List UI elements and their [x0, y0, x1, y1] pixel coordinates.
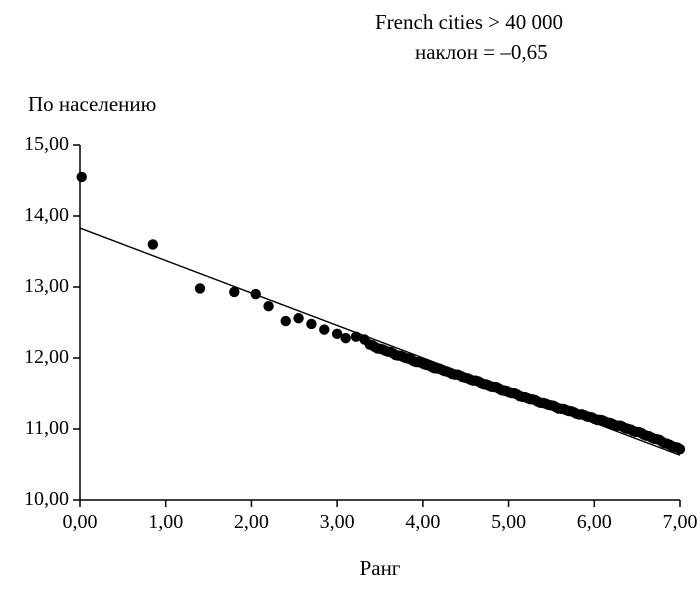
x-tick-label: 0,00	[55, 511, 105, 534]
data-point	[306, 319, 316, 329]
x-tick-label: 6,00	[569, 511, 619, 534]
y-tick-label: 11,00	[25, 417, 69, 440]
data-point	[77, 172, 87, 182]
data-point	[229, 287, 239, 297]
y-tick-label: 12,00	[24, 346, 69, 369]
y-tick-label: 15,00	[24, 133, 69, 156]
data-point	[319, 324, 329, 334]
x-tick-label: 7,00	[655, 511, 700, 534]
data-point	[251, 289, 261, 299]
data-point	[195, 283, 205, 293]
scatter-chart: French cities > 40 000 наклон = –0,65 По…	[0, 0, 700, 599]
y-tick-label: 10,00	[24, 488, 69, 511]
x-tick-label: 5,00	[484, 511, 534, 534]
data-point	[148, 239, 158, 249]
y-tick-label: 13,00	[24, 275, 69, 298]
data-point	[281, 316, 291, 326]
data-point	[263, 301, 273, 311]
x-tick-label: 3,00	[312, 511, 362, 534]
x-tick-label: 1,00	[141, 511, 191, 534]
data-point	[675, 444, 685, 454]
data-point	[293, 313, 303, 323]
x-tick-label: 4,00	[398, 511, 448, 534]
data-point	[341, 333, 351, 343]
x-tick-label: 2,00	[226, 511, 276, 534]
y-tick-label: 14,00	[24, 204, 69, 227]
chart-svg	[0, 0, 700, 599]
